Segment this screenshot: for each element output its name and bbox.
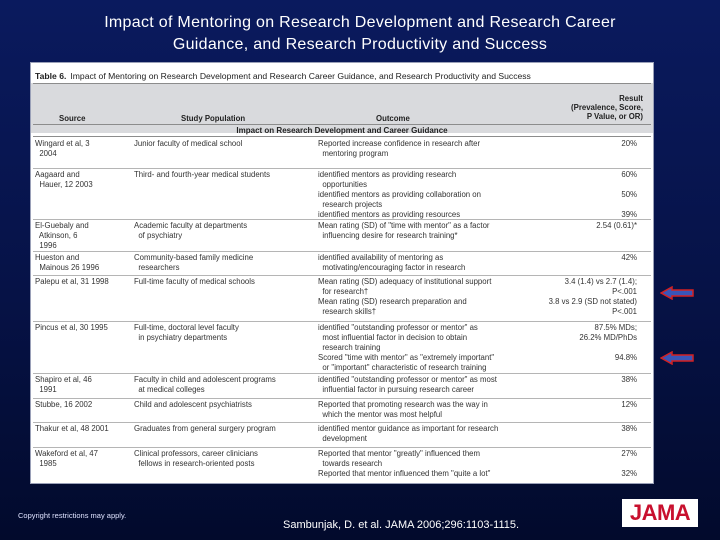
cell-result: 12%	[621, 400, 637, 409]
cell-result: 38%	[621, 424, 637, 433]
cell-outcome: Mean rating (SD) adequacy of institution…	[318, 277, 492, 316]
table-image: Table 6. Impact of Mentoring on Research …	[30, 62, 654, 484]
table-rule-section	[33, 136, 651, 137]
row-divider	[33, 251, 651, 252]
row-divider	[33, 422, 651, 423]
header-population: Study Population	[181, 114, 246, 123]
cell-population: Full-time faculty of medical schools	[134, 277, 255, 286]
cell-population: Academic faculty at departments of psych…	[134, 221, 248, 240]
cell-population: Full-time, doctoral level faculty in psy…	[134, 323, 239, 342]
cell-population: Community-based family medicine research…	[134, 253, 254, 272]
table-rule-top	[33, 83, 651, 84]
cell-result: 20%	[621, 139, 637, 148]
row-divider	[33, 373, 651, 374]
cell-outcome: Reported that mentor "greatly" influence…	[318, 449, 491, 478]
cell-outcome: Reported increase confidence in research…	[318, 139, 481, 158]
cell-source: Wakeford et al, 47 1985	[35, 449, 98, 468]
cell-population: Graduates from general surgery program	[134, 424, 276, 433]
header-result: Result (Prevalence, Score, P Value, or O…	[571, 94, 643, 121]
table-rule-header	[33, 124, 651, 125]
table-label: Table 6.	[35, 71, 67, 81]
cell-result: 2.54 (0.61)*	[596, 221, 637, 230]
cell-population: Child and adolescent psychiatrists	[134, 400, 252, 409]
cell-source: Stubbe, 16 2002	[35, 400, 93, 409]
copyright-note: Copyright restrictions may apply.	[18, 511, 127, 520]
cell-result: 27% 32%	[621, 449, 637, 478]
citation: Sambunjak, D. et al. JAMA 2006;296:1103-…	[283, 519, 520, 531]
cell-source: Palepu et al, 31 1998	[35, 277, 109, 286]
cell-source: Shapiro et al, 46 1991	[35, 375, 92, 394]
cell-population: Clinical professors, career clinicians f…	[134, 449, 258, 468]
slide-title-line1: Impact of Mentoring on Research Developm…	[104, 14, 616, 31]
cell-result: 38%	[621, 375, 637, 384]
row-divider	[33, 398, 651, 399]
cell-source: Hueston and Mainous 26 1996	[35, 253, 100, 272]
cell-source: El-Guebaly and Atkinson, 6 1996	[35, 221, 89, 250]
slide-title: Impact of Mentoring on Research Developm…	[40, 12, 680, 56]
cell-outcome: Mean rating (SD) of "time with mentor" a…	[318, 221, 490, 240]
cell-outcome: identified "outstanding professor or men…	[318, 375, 497, 394]
row-divider	[33, 275, 651, 276]
left-arrow-icon	[660, 286, 694, 300]
header-source: Source	[59, 114, 86, 123]
cell-population: Faculty in child and adolescent programs…	[134, 375, 276, 394]
cell-outcome: identified mentor guidance as important …	[318, 424, 499, 443]
cell-source: Pincus et al, 30 1995	[35, 323, 108, 332]
table-caption: Table 6. Impact of Mentoring on Research …	[35, 71, 531, 81]
cell-population: Third- and fourth-year medical students	[134, 170, 271, 179]
cell-outcome: Reported that promoting research was the…	[318, 400, 488, 419]
cell-outcome: identified mentors as providing research…	[318, 170, 481, 219]
section-header: Impact on Research Development and Caree…	[236, 126, 448, 135]
header-outcome: Outcome	[376, 114, 410, 123]
cell-population: Junior faculty of medical school	[134, 139, 243, 148]
cell-outcome: identified "outstanding professor or men…	[318, 323, 495, 372]
cell-source: Wingard et al, 3 2004	[35, 139, 90, 158]
row-divider	[33, 447, 651, 448]
cell-result: 3.4 (1.4) vs 2.7 (1.4); P<.001 3.8 vs 2.…	[548, 277, 637, 316]
cell-result: 87.5% MDs; 26.2% MD/PhDs 94.8%	[579, 323, 637, 362]
cell-outcome: identified availability of mentoring as …	[318, 253, 466, 272]
left-arrow-icon	[660, 351, 694, 365]
cell-result: 60% 50% 39%	[621, 170, 637, 219]
jama-logo: JAMA	[622, 499, 698, 527]
table-caption-text: Impact of Mentoring on Research Developm…	[70, 71, 531, 81]
logo-text: JAMA	[629, 500, 691, 525]
row-divider	[33, 219, 651, 220]
row-divider	[33, 168, 651, 169]
row-divider	[33, 321, 651, 322]
cell-result: 42%	[621, 253, 637, 262]
cell-source: Thakur et al, 48 2001	[35, 424, 109, 433]
cell-source: Aagaard and Hauer, 12 2003	[35, 170, 93, 189]
slide-title-line2: Guidance, and Research Productivity and …	[172, 36, 548, 53]
